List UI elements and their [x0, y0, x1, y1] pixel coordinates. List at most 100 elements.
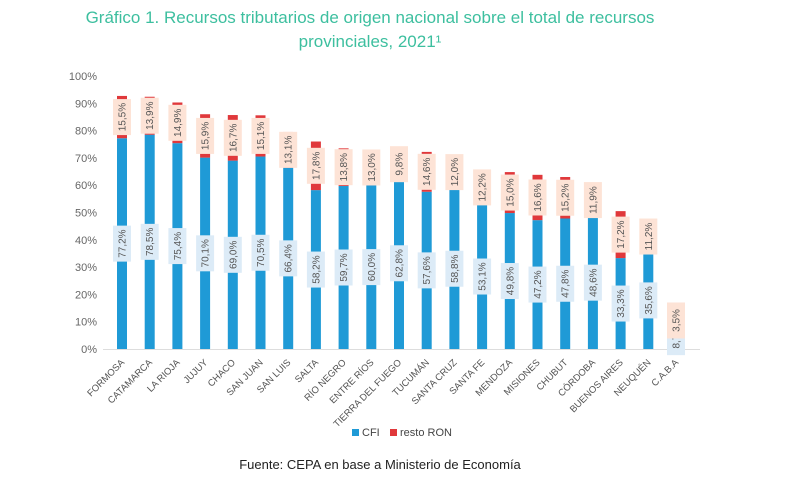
- data-label: 33,3%: [616, 289, 627, 317]
- data-label: 11,9%: [588, 186, 599, 214]
- legend-label: resto RON: [400, 427, 452, 439]
- data-label-box: [306, 147, 325, 184]
- source-note: Fuente: CEPA en base a Ministerio de Eco…: [239, 457, 521, 472]
- data-label: 70,1%: [201, 239, 212, 267]
- data-label: 16,6%: [533, 183, 544, 211]
- y-tick-label: 10%: [75, 317, 97, 329]
- data-label-box: [528, 179, 547, 216]
- data-label: 49,8%: [505, 267, 516, 295]
- legend-label: CFI: [362, 427, 380, 439]
- data-label-box: [334, 149, 353, 186]
- data-label-box: [140, 223, 159, 260]
- data-label-box: [417, 252, 436, 289]
- data-label: 58,2%: [311, 255, 322, 283]
- y-tick-label: 100%: [69, 71, 97, 83]
- data-label: 59,7%: [339, 253, 350, 281]
- data-label-box: [113, 225, 131, 262]
- y-tick-label: 70%: [75, 153, 97, 165]
- data-label: 15,2%: [561, 183, 572, 211]
- data-label-box: [362, 149, 381, 186]
- data-label: 13,1%: [284, 136, 295, 164]
- data-label: 16,7%: [228, 124, 239, 152]
- data-label-box: [168, 104, 187, 141]
- data-label-box: [306, 251, 325, 288]
- y-tick-label: 0%: [81, 344, 97, 356]
- data-label-box: [223, 119, 242, 156]
- data-label: 14,9%: [173, 109, 184, 137]
- data-label: 13,0%: [367, 153, 378, 181]
- data-label-box: [445, 250, 464, 287]
- data-label: 57,6%: [422, 256, 433, 284]
- data-label: 75,4%: [173, 232, 184, 260]
- data-label-box: [611, 216, 630, 253]
- data-label: 77,2%: [118, 229, 129, 257]
- data-label-box: [223, 236, 242, 273]
- data-label-box: [390, 245, 408, 282]
- data-label-box: [390, 146, 408, 183]
- data-label-box: [279, 131, 298, 168]
- data-label-box: [445, 154, 464, 191]
- data-label: 48,6%: [588, 268, 599, 296]
- data-label-box: [417, 153, 436, 190]
- y-tick-label: 80%: [75, 126, 97, 138]
- data-label-box: [583, 182, 602, 219]
- data-label: 58,8%: [450, 254, 461, 282]
- data-label-box: [334, 249, 353, 286]
- data-label: 9,8%: [395, 153, 406, 176]
- data-label: 12,2%: [478, 173, 489, 201]
- data-label-box: [279, 240, 298, 277]
- data-label-box: [251, 117, 270, 154]
- data-label: 62,8%: [395, 249, 406, 277]
- y-tick-label: 90%: [75, 98, 97, 110]
- data-label: 60,0%: [367, 253, 378, 281]
- data-label-box: [168, 228, 187, 265]
- data-label: 66,4%: [284, 244, 295, 272]
- data-label: 53,1%: [478, 262, 489, 290]
- data-label: 15,5%: [118, 103, 129, 131]
- data-label: 13,8%: [339, 153, 350, 181]
- chart-title: Gráfico 1. Recursos tributarios de orige…: [85, 8, 655, 51]
- data-label-box: [611, 285, 630, 322]
- legend-swatch: [352, 429, 359, 436]
- data-label-box: [556, 265, 575, 302]
- data-label: 78,5%: [145, 228, 156, 256]
- data-label-box: [473, 258, 492, 295]
- data-label-box: [362, 249, 381, 286]
- data-label: 12,0%: [450, 158, 461, 186]
- data-label-box: [528, 266, 547, 303]
- data-label-box: [140, 97, 159, 134]
- data-label-box: [196, 235, 215, 272]
- y-tick-label: 60%: [75, 180, 97, 192]
- data-label-box: [639, 282, 658, 319]
- data-label-box: [251, 234, 270, 271]
- data-label-box: [196, 117, 215, 154]
- data-label: 14,6%: [422, 158, 433, 186]
- y-tick-label: 30%: [75, 262, 97, 274]
- data-label: 47,8%: [561, 269, 572, 297]
- data-label-box: [473, 169, 492, 206]
- data-label-box: [583, 264, 602, 301]
- y-tick-label: 20%: [75, 289, 97, 301]
- data-label-box: [667, 302, 685, 339]
- data-label-box: [500, 174, 519, 211]
- y-tick-label: 40%: [75, 235, 97, 247]
- data-label: 15,9%: [201, 122, 212, 150]
- data-label: 3,5%: [672, 309, 683, 332]
- data-label-box: [500, 263, 519, 300]
- data-label: 69,0%: [228, 241, 239, 269]
- data-label: 15,0%: [505, 178, 516, 206]
- data-label: 70,5%: [256, 238, 267, 266]
- data-label: 47,2%: [533, 270, 544, 298]
- x-tick-label: C.A.B.A: [649, 357, 681, 389]
- data-label: 13,9%: [145, 101, 156, 129]
- data-label: 15,1%: [256, 122, 267, 150]
- data-label: 17,8%: [311, 152, 322, 180]
- data-label-box: [556, 179, 575, 216]
- data-label: 35,6%: [644, 286, 655, 314]
- legend-swatch: [390, 429, 397, 436]
- data-label: 17,2%: [616, 220, 627, 248]
- data-label: 11,2%: [644, 223, 655, 251]
- data-label-box: [639, 218, 658, 255]
- data-label-box: [113, 99, 131, 136]
